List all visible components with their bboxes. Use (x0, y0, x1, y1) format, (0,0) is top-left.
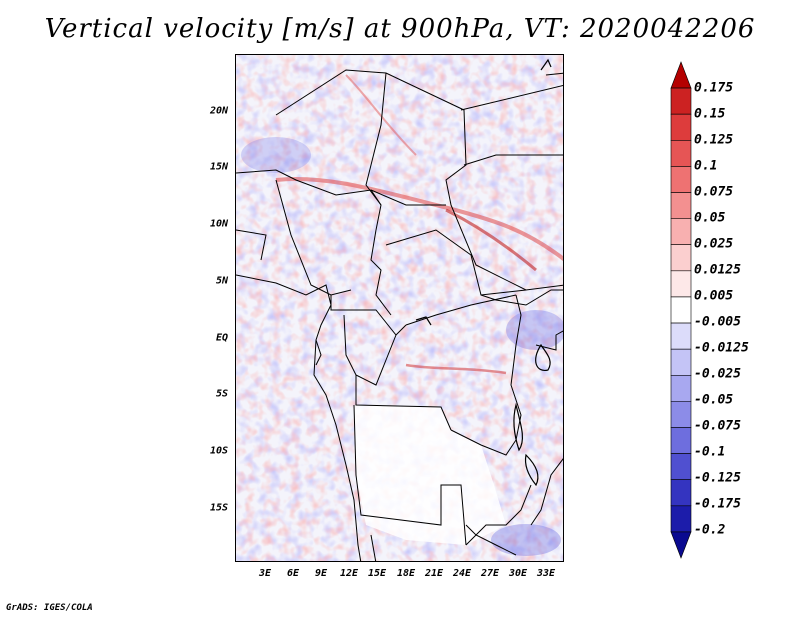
colorbar-label: 0.15 (694, 106, 726, 122)
lon-label-12e: 12E (339, 568, 359, 579)
colorbar-bin (670, 244, 692, 272)
lon-label-9e: 9E (314, 568, 328, 579)
colorbar-bin (670, 218, 692, 246)
lakes (415, 58, 552, 487)
lon-label-18e: 18E (396, 568, 416, 579)
colorbar-label: 0.025 (694, 236, 734, 252)
colorbar-bin (670, 401, 692, 428)
colorbar-bin (670, 166, 692, 193)
lon-label-3e: 3E (258, 568, 272, 579)
colorbar-label: -0.05 (694, 392, 734, 408)
lat-label-eq: EQ (215, 332, 228, 344)
colorbar-bin (670, 113, 692, 141)
colorbar-label: 0.175 (694, 80, 734, 96)
coastline (236, 274, 362, 561)
colorbar-label: -0.025 (694, 366, 741, 382)
colorbar-label: -0.005 (694, 314, 741, 330)
colorbar-bin (670, 61, 692, 89)
lon-label-15e: 15E (367, 568, 387, 579)
colorbar-label: -0.075 (694, 418, 741, 434)
colorbar-bin (670, 87, 692, 115)
country-borders (236, 69, 563, 561)
colorbar-label: -0.1 (694, 444, 726, 460)
colorbar-label: 0.0125 (694, 262, 741, 278)
lat-label-10s: 10S (209, 445, 228, 457)
lat-label-15s: 15S (209, 502, 228, 514)
colorbar-label: 0.1 (694, 158, 718, 174)
colorbar-label: -0.125 (694, 470, 741, 486)
colorbar-bin (670, 348, 692, 376)
colorbar-label: 0.05 (694, 210, 726, 226)
chart-title: Vertical velocity [m/s] at 900hPa, VT: 2… (44, 14, 756, 44)
colorbar-label: 0.005 (694, 288, 734, 304)
lon-label-24e: 24E (452, 568, 472, 579)
colorbar-bin (670, 322, 692, 350)
red-band-congo (405, 363, 507, 375)
map-panel (235, 54, 564, 562)
colorbar-label: -0.175 (694, 496, 741, 512)
vertical-velocity-map (236, 55, 563, 561)
colorbar-bin (670, 140, 692, 167)
lat-label-15n: 15N (209, 161, 228, 173)
lat-label-20n: 20N (209, 105, 228, 117)
lon-label-27e: 27E (480, 568, 500, 579)
lon-label-6e: 6E (286, 568, 300, 579)
colorbar-bin (670, 479, 692, 507)
blue-patch-northwest (241, 137, 311, 173)
lat-label-5n: 5N (215, 275, 228, 287)
lon-label-30e: 30E (508, 568, 528, 579)
colorbar-bin (670, 531, 692, 559)
lat-label-5s: 5S (215, 388, 228, 400)
colorbar-label: 0.075 (694, 184, 734, 200)
colorbar-bin (670, 270, 692, 298)
lon-label-33e: 33E (536, 568, 556, 579)
lat-label-10n: 10N (209, 218, 228, 230)
blue-patch-east (506, 310, 563, 350)
colorbar-label: -0.2 (694, 522, 726, 538)
colorbar (670, 61, 692, 559)
colorbar-bin (670, 505, 692, 533)
grads-credit: GrADS: IGES/COLA (6, 603, 93, 613)
colorbar-label: 0.125 (694, 132, 734, 148)
colorbar-bin (670, 453, 692, 480)
colorbar-bin (670, 192, 692, 219)
colorbar-bin (670, 296, 692, 324)
colorbar-bin (670, 427, 692, 454)
red-band-north (345, 74, 417, 156)
lon-label-21e: 21E (424, 568, 444, 579)
blue-patch-southeast (491, 524, 561, 556)
colorbar-bin (670, 374, 692, 402)
low-activity-region (354, 405, 506, 545)
colorbar-label: -0.0125 (694, 340, 749, 356)
